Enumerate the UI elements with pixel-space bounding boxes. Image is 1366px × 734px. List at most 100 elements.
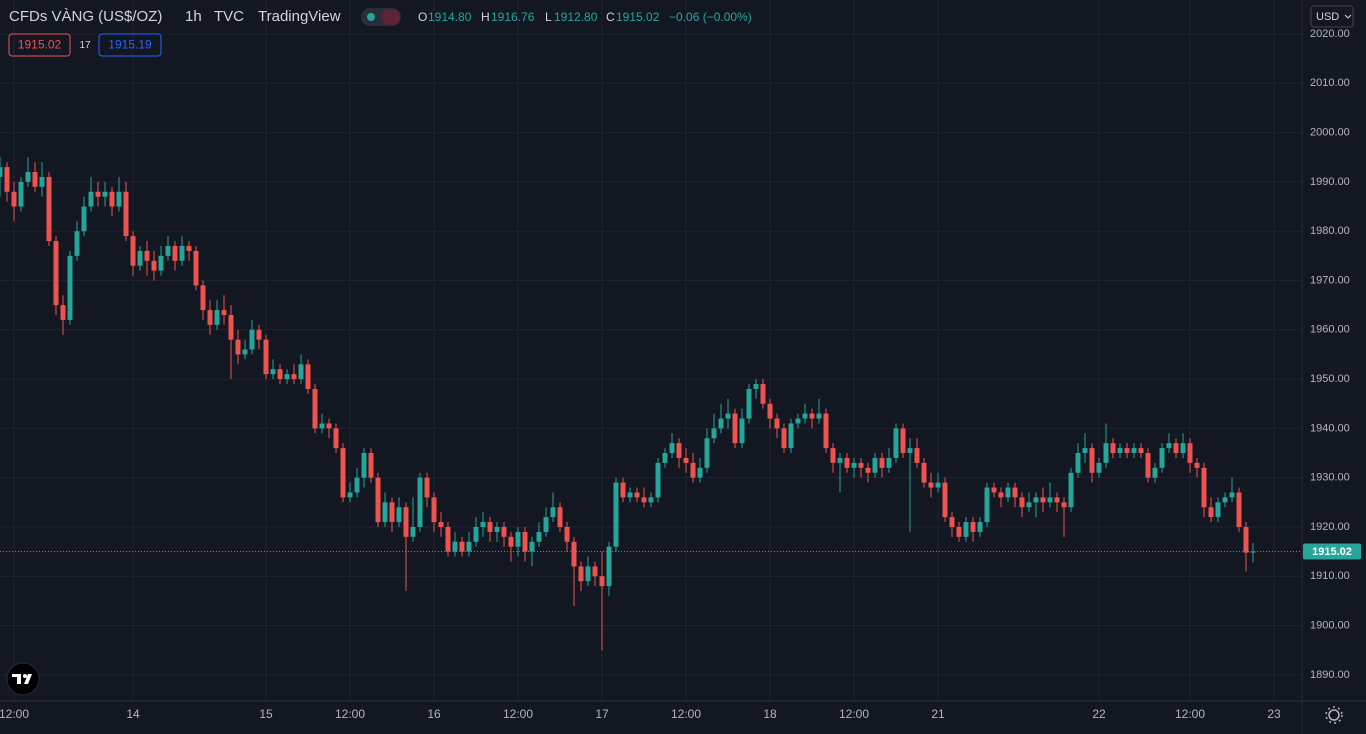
candle-body xyxy=(53,241,59,306)
candle-body xyxy=(970,522,976,532)
settings-ring xyxy=(1328,709,1340,721)
candle-body xyxy=(879,457,885,468)
candle-body xyxy=(823,413,829,449)
legend-o: O xyxy=(418,10,427,24)
candle-body xyxy=(81,206,87,232)
candle-body xyxy=(606,546,612,587)
candles xyxy=(0,157,1302,651)
candle-body xyxy=(956,526,962,537)
candle-body xyxy=(130,236,136,266)
candle-body xyxy=(1089,448,1095,473)
candle-body xyxy=(802,413,808,419)
y-tick-label: 1890.00 xyxy=(1310,669,1350,681)
candle-body xyxy=(256,329,262,340)
candle-body xyxy=(116,191,122,207)
candle-body xyxy=(1250,551,1256,553)
candle-body xyxy=(641,497,647,503)
tv-logo-mark xyxy=(12,674,32,684)
candle-body xyxy=(907,448,913,454)
x-tick-label: 12:00 xyxy=(671,707,701,721)
candle-body xyxy=(200,285,206,311)
currency-box[interactable] xyxy=(1310,5,1354,28)
candle-body xyxy=(809,413,815,419)
candle-body xyxy=(865,467,871,473)
candle-body xyxy=(718,418,724,429)
candle-body xyxy=(1033,497,1039,503)
candle-body xyxy=(648,497,654,503)
y-tick-label: 1960.00 xyxy=(1310,324,1350,336)
candle-body xyxy=(249,329,255,350)
x-tick-label: 12:00 xyxy=(0,707,29,721)
candle-body xyxy=(1236,492,1242,527)
x-tick-label: 14 xyxy=(126,707,140,721)
candle-body xyxy=(1159,448,1165,468)
candle-body xyxy=(452,541,458,552)
candle-body xyxy=(746,388,752,419)
y-tick-label: 1980.00 xyxy=(1310,225,1350,237)
candle-body xyxy=(571,541,577,567)
candle-body xyxy=(1117,448,1123,454)
candle-body xyxy=(431,497,437,523)
candle-body xyxy=(438,522,444,527)
y-tick-label: 1950.00 xyxy=(1310,373,1350,385)
candle-body xyxy=(333,428,339,449)
ask-box[interactable] xyxy=(98,33,162,57)
exchange: TVC xyxy=(214,8,244,25)
candle-body xyxy=(494,526,500,532)
candle-body xyxy=(403,507,409,537)
legend-c: C xyxy=(606,10,615,24)
candle-body xyxy=(844,457,850,468)
legend-h: H xyxy=(481,10,490,24)
tv-logo[interactable] xyxy=(6,662,40,696)
candle-body xyxy=(1201,467,1207,508)
last-price-box xyxy=(1303,543,1361,560)
grid xyxy=(0,0,1302,700)
candle-body xyxy=(375,477,381,523)
bid-box[interactable] xyxy=(8,33,71,57)
candle-body xyxy=(1180,443,1186,454)
candle-body xyxy=(928,482,934,488)
candle-body xyxy=(592,566,598,577)
y-tick-label: 1990.00 xyxy=(1310,176,1350,188)
interval[interactable]: 1h xyxy=(185,8,202,25)
candle-body xyxy=(501,526,507,537)
candle-body xyxy=(739,418,745,444)
settings-icon[interactable] xyxy=(1325,706,1343,724)
candle-body xyxy=(1222,497,1228,503)
candle-body xyxy=(774,418,780,429)
candle-body xyxy=(830,448,836,463)
candle-body xyxy=(522,531,528,552)
x-tick-label: 12:00 xyxy=(503,707,533,721)
candle-body xyxy=(914,448,920,463)
candle-body xyxy=(977,522,983,532)
candle-body xyxy=(312,388,318,429)
candle-body xyxy=(263,339,269,375)
candle-body xyxy=(382,502,388,523)
candle-body xyxy=(242,349,248,355)
candle-body xyxy=(179,245,185,261)
x-tick-label: 12:00 xyxy=(1175,707,1205,721)
candle-body xyxy=(74,231,80,256)
candle-body xyxy=(837,457,843,463)
candle-body xyxy=(172,245,178,261)
ask-price: 1915.19 xyxy=(108,38,152,52)
candle-body xyxy=(270,369,276,375)
candle-body xyxy=(711,428,717,439)
y-tick-label: 1970.00 xyxy=(1310,274,1350,286)
candle-body xyxy=(655,462,661,498)
candle-body xyxy=(550,507,556,518)
candle-body xyxy=(578,566,584,582)
candle-body xyxy=(459,541,465,552)
status-toggle[interactable] xyxy=(381,9,400,25)
candle-body xyxy=(1061,502,1067,508)
candle-body xyxy=(361,453,367,478)
candle-body xyxy=(347,492,353,498)
candle-body xyxy=(1194,462,1200,468)
candle-body xyxy=(277,369,283,380)
status-dot xyxy=(367,13,375,21)
y-tick-label: 1910.00 xyxy=(1310,570,1350,582)
candle-body xyxy=(1012,487,1018,498)
symbol-title[interactable]: CFDs VÀNG (US$/OZ) xyxy=(9,8,162,25)
